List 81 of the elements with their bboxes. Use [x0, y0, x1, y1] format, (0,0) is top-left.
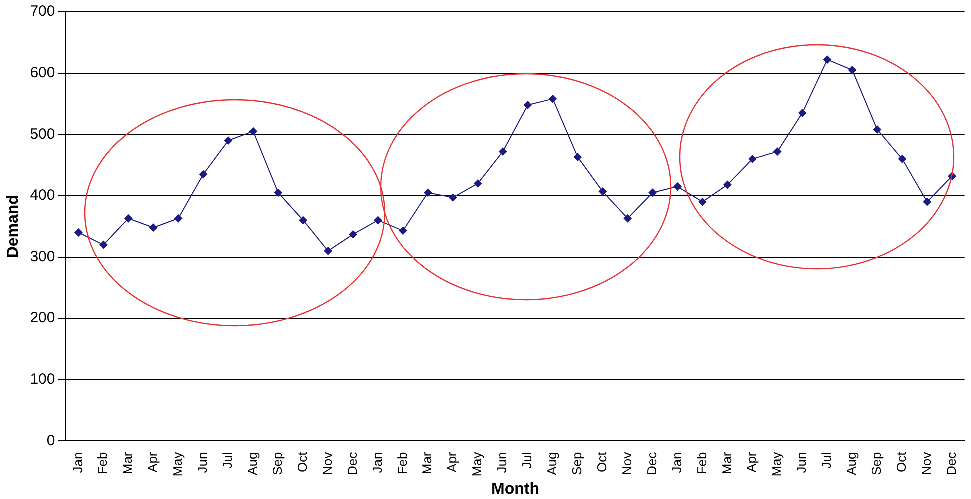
- x-tick-label: Oct: [894, 452, 909, 472]
- point: [598, 188, 607, 196]
- y-tick-label: 700: [30, 3, 56, 20]
- x-tick-label: Dec: [344, 452, 360, 476]
- point: [150, 224, 158, 232]
- point: [824, 56, 832, 64]
- x-tick-label: Dec: [644, 452, 660, 476]
- point: [798, 109, 807, 118]
- x-tick-label: Jun: [195, 452, 210, 474]
- x-tick-label: Feb: [394, 452, 410, 475]
- x-tick-label: Mar: [120, 452, 136, 475]
- y-tick-label: 200: [30, 310, 56, 327]
- point: [324, 247, 332, 256]
- point: [524, 101, 532, 110]
- x-tick-label: Mar: [719, 452, 734, 475]
- point: [274, 188, 282, 197]
- point: [399, 226, 408, 235]
- x-tick-label: Sep: [270, 452, 285, 476]
- x-tick-label: Jun: [494, 452, 510, 474]
- point: [74, 228, 83, 237]
- point: [873, 126, 882, 134]
- point: [474, 180, 482, 188]
- x-tick-label: Jan: [669, 452, 684, 474]
- y-tick-label: 300: [30, 248, 56, 266]
- point: [374, 216, 382, 224]
- x-tick-label: May: [470, 452, 485, 477]
- point: [648, 188, 657, 197]
- x-tick-label: Nov: [619, 452, 634, 476]
- x-tick-label: Jul: [819, 452, 834, 469]
- x-tick-label: Jun: [794, 452, 810, 474]
- point: [449, 194, 458, 202]
- point: [299, 216, 308, 224]
- y-tick-label: 100: [30, 371, 56, 388]
- point: [174, 214, 183, 223]
- x-tick-label: Jan: [70, 452, 86, 474]
- x-tick-label: Oct: [294, 452, 310, 472]
- point: [674, 182, 682, 191]
- point: [249, 128, 258, 136]
- point: [499, 148, 508, 156]
- x-tick-label: Apr: [744, 452, 760, 472]
- x-tick-label: Oct: [594, 452, 610, 472]
- point: [848, 66, 856, 74]
- point: [224, 136, 232, 145]
- x-axis-title: Month: [492, 480, 540, 498]
- x-tick-label: Apr: [145, 452, 160, 472]
- y-tick-label: 400: [30, 187, 56, 204]
- x-tick-label: Jul: [520, 452, 535, 469]
- x-tick-label: May: [769, 452, 784, 477]
- y-axis-title: Demand: [5, 195, 22, 258]
- point: [424, 188, 432, 197]
- point: [698, 198, 707, 206]
- point: [548, 95, 557, 104]
- x-tick-label: Feb: [694, 452, 710, 475]
- point: [748, 155, 757, 164]
- point: [923, 198, 932, 206]
- y-tick-label: 600: [30, 64, 56, 82]
- point: [574, 153, 582, 162]
- point: [200, 170, 208, 178]
- point: [724, 180, 732, 189]
- x-tick-label: May: [170, 452, 186, 477]
- x-tick-label: Dec: [944, 452, 959, 476]
- point: [624, 214, 632, 223]
- y-tick-label: 500: [30, 126, 56, 143]
- point: [124, 214, 133, 223]
- x-tick-label: Jan: [370, 452, 385, 474]
- x-tick-label: Aug: [544, 452, 560, 476]
- point: [774, 148, 782, 156]
- x-tick-label: Aug: [245, 452, 260, 476]
- x-tick-label: Mar: [420, 452, 435, 475]
- x-tick-label: Sep: [570, 452, 584, 476]
- x-tick-label: Feb: [95, 452, 110, 475]
- x-tick-label: Jul: [220, 452, 236, 469]
- point: [898, 155, 906, 164]
- x-tick-label: Nov: [320, 452, 335, 476]
- y-tick-label: 0: [46, 432, 56, 450]
- x-tick-label: Sep: [869, 452, 884, 476]
- x-tick-label: Aug: [844, 452, 860, 476]
- x-tick-label: Nov: [918, 452, 934, 476]
- x-tick-label: Apr: [444, 452, 460, 472]
- point: [349, 230, 358, 239]
- point: [100, 241, 108, 250]
